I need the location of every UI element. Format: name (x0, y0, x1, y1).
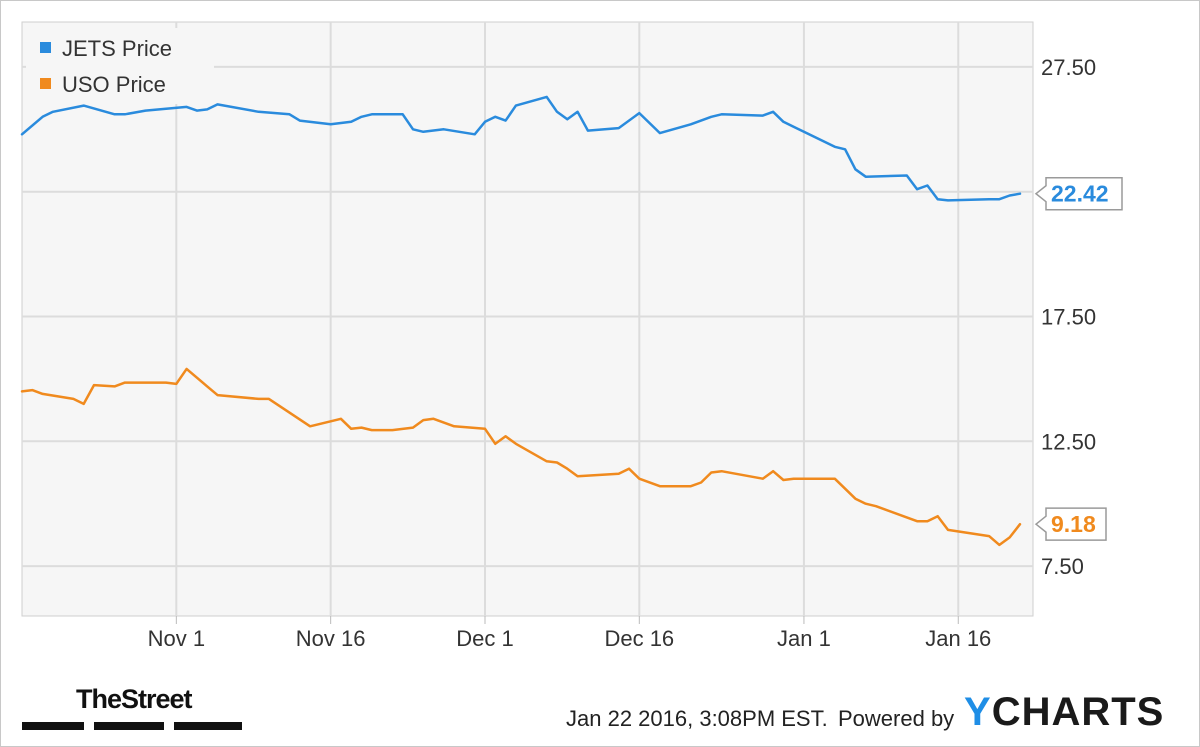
ycharts-logo-y: Y (964, 690, 992, 734)
last-value-text: 22.42 (1051, 181, 1109, 207)
powered-by-text: Powered by (838, 706, 955, 731)
legend-label-jets: JETS Price (62, 36, 172, 61)
grid-lines (22, 22, 1033, 616)
last-value-text: 9.18 (1051, 511, 1096, 537)
x-tick-label: Dec 16 (604, 626, 674, 651)
y-tick-label: 17.50 (1041, 305, 1096, 330)
x-tick-label: Jan 1 (777, 626, 831, 651)
series-line-jets (20, 95, 1022, 202)
axis-labels: 7.50 12.50 17.50 27.50 Nov 1 Nov 16 Dec 1 Dec 1… (148, 55, 1096, 651)
legend: JETS Price USO Price (26, 28, 214, 104)
ycharts-logo-rest: CHARTS (991, 690, 1165, 734)
y-tick-label: 27.50 (1041, 55, 1096, 80)
series-line-uso (20, 367, 1022, 547)
x-tick-label: Nov 1 (148, 626, 205, 651)
last-value-callout (1034, 176, 1123, 211)
x-tick-label: Nov 16 (296, 626, 366, 651)
ycharts-logo[interactable]: YCHARTS (964, 690, 1164, 735)
thestreet-bar (94, 722, 164, 730)
x-tick-label: Jan 16 (925, 626, 991, 651)
thestreet-bar (22, 722, 84, 730)
legend-label-uso: USO Price (62, 72, 166, 97)
timestamp: Jan 22 2016, 3:08PM EST. (566, 706, 828, 731)
thestreet-bar (174, 722, 242, 730)
plot-area (21, 21, 1034, 617)
series-lines (20, 95, 1022, 547)
y-tick-label: 12.50 (1041, 429, 1096, 454)
last-value-callout (1034, 507, 1107, 541)
y-tick-label: 7.50 (1041, 554, 1084, 579)
thestreet-wordmark: TheStreet (76, 684, 193, 714)
last-value-labels: 22.42 9.18 (1034, 176, 1123, 541)
x-tick-label: Dec 1 (456, 626, 513, 651)
legend-swatch-uso (40, 78, 51, 89)
thestreet-logo: TheStreet (22, 684, 252, 734)
legend-swatch-jets (40, 42, 51, 53)
legend-box (26, 28, 214, 104)
